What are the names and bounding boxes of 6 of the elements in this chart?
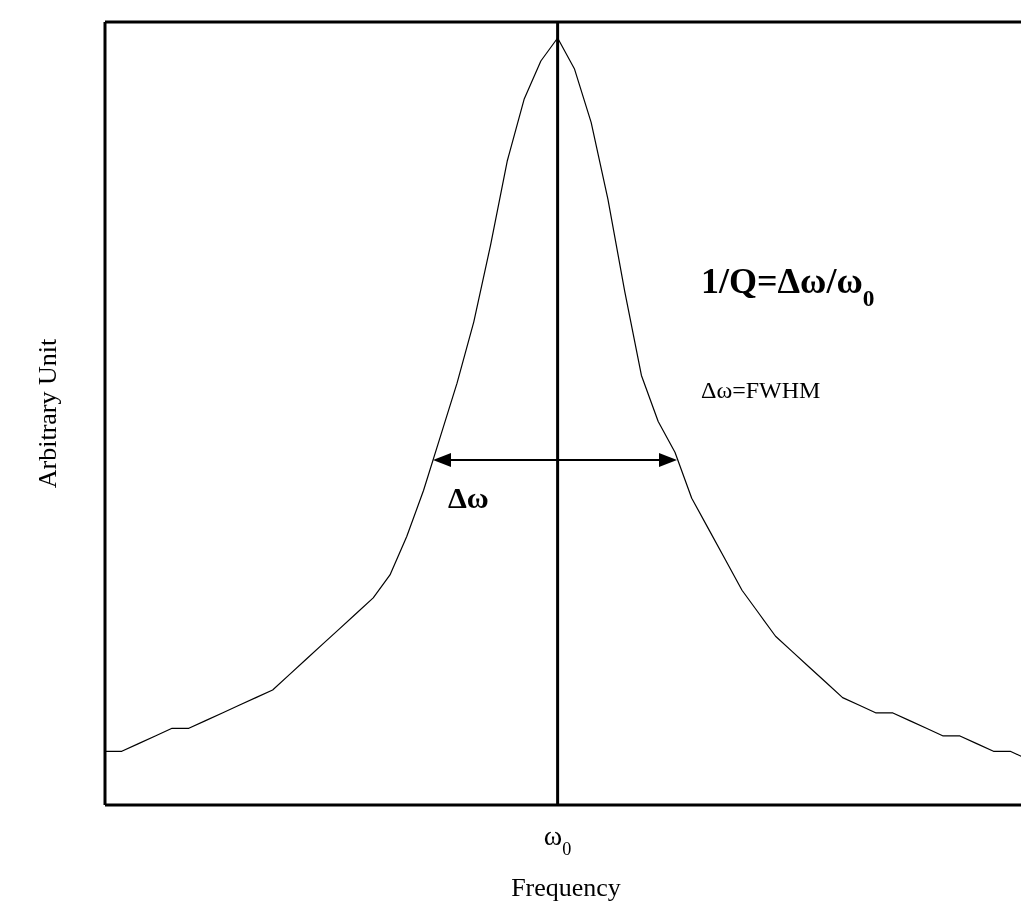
annotation: Δω=FWHM xyxy=(701,377,821,403)
y-axis-title: Arbitrary Unit xyxy=(33,338,62,489)
x-axis-title: Frequency xyxy=(511,873,621,902)
annotation: 1/Q=Δω/ω$_{0}$ xyxy=(701,261,875,311)
text: ω$_{0}$ xyxy=(543,820,572,859)
annotation: Δω xyxy=(448,481,489,514)
